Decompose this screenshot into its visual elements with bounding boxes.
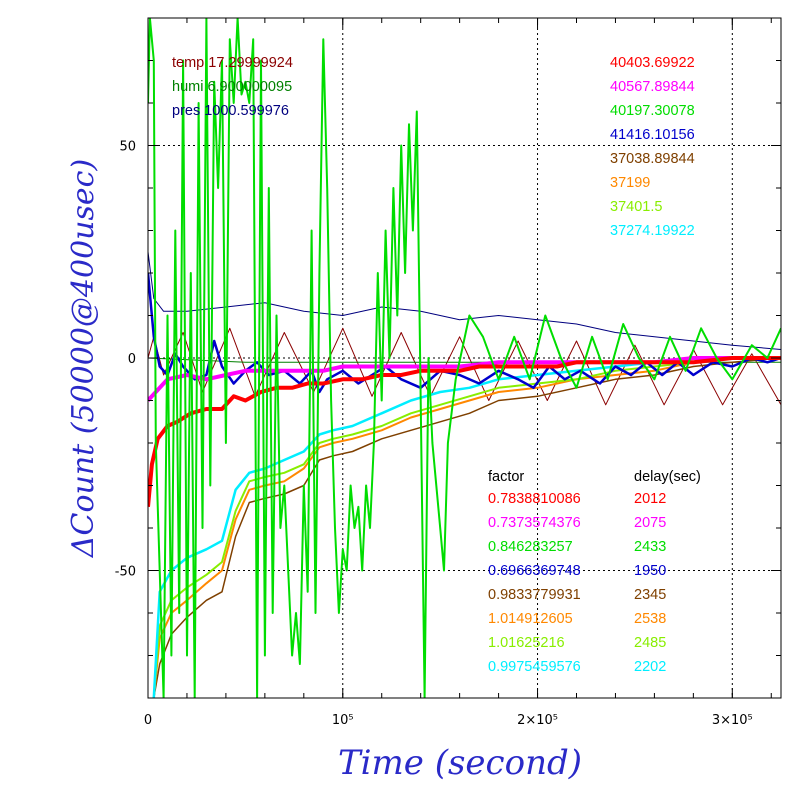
factor-header: factor (488, 469, 524, 485)
factor-value: 0.7373574376 (488, 515, 581, 531)
axis-ticks: 0 10⁵ 2×10⁵ 3×10⁵ -50 0 50 (115, 17, 781, 728)
x-tick-label: 0 (144, 713, 152, 728)
x-axis-label: Time (second) (338, 743, 582, 783)
delay-header: delay(sec) (634, 469, 701, 485)
x-tick-label: 3×10⁵ (712, 713, 753, 728)
factor-value: 0.6966369748 (488, 563, 581, 579)
grid (148, 18, 781, 698)
count-legend-entry: 40403.69922 (610, 55, 695, 71)
series-layer (148, 18, 781, 698)
count-legend-entry: 37401.5 (610, 199, 662, 215)
count-legend-entry: 41416.10156 (610, 127, 695, 143)
y-tick-label: 0 (128, 352, 136, 367)
delay-value: 2433 (634, 539, 666, 555)
count-legend-entry: 37038.89844 (610, 151, 695, 167)
env-legend-entry: pres 1000.599976 (172, 103, 289, 119)
factor-value: 0.846283257 (488, 539, 573, 555)
factor-value: 0.9833779931 (488, 587, 581, 603)
env-legend-entry: temp 17.29999924 (172, 55, 293, 71)
series-line-6 (152, 356, 781, 698)
count-legend-entry: 40567.89844 (610, 79, 695, 95)
count-legend-entry: 37199 (610, 175, 650, 191)
series-line-3 (153, 357, 781, 698)
y-tick-label: 50 (119, 140, 136, 155)
factor-value: 0.9975459576 (488, 659, 581, 675)
factor-value: 0.7838810086 (488, 491, 581, 507)
delay-value: 2012 (634, 491, 666, 507)
y-axis-label: ΔCount (50000@400usec) (66, 159, 101, 558)
series-line-0 (148, 251, 781, 350)
factor-value: 1.01625216 (488, 635, 565, 651)
env-legend-entry: humi 6.900000095 (172, 79, 292, 95)
y-tick-label: -50 (115, 565, 136, 580)
count-legend-entry: 37274.19922 (610, 223, 695, 239)
delay-value: 2202 (634, 659, 666, 675)
delay-value: 2345 (634, 587, 666, 603)
series-line-10 (148, 18, 781, 698)
delay-value: 2075 (634, 515, 666, 531)
series-line-7 (148, 272, 781, 394)
delay-value: 2538 (634, 611, 666, 627)
factor-value: 1.014912605 (488, 611, 573, 627)
count-legend-entry: 40197.30078 (610, 103, 695, 119)
delay-value: 1950 (634, 563, 666, 579)
x-tick-label: 10⁵ (332, 713, 354, 728)
delay-value: 2485 (634, 635, 666, 651)
x-tick-label: 2×10⁵ (517, 713, 558, 728)
legend: temp 17.29999924 humi 6.900000095 pres 100… (172, 55, 701, 675)
